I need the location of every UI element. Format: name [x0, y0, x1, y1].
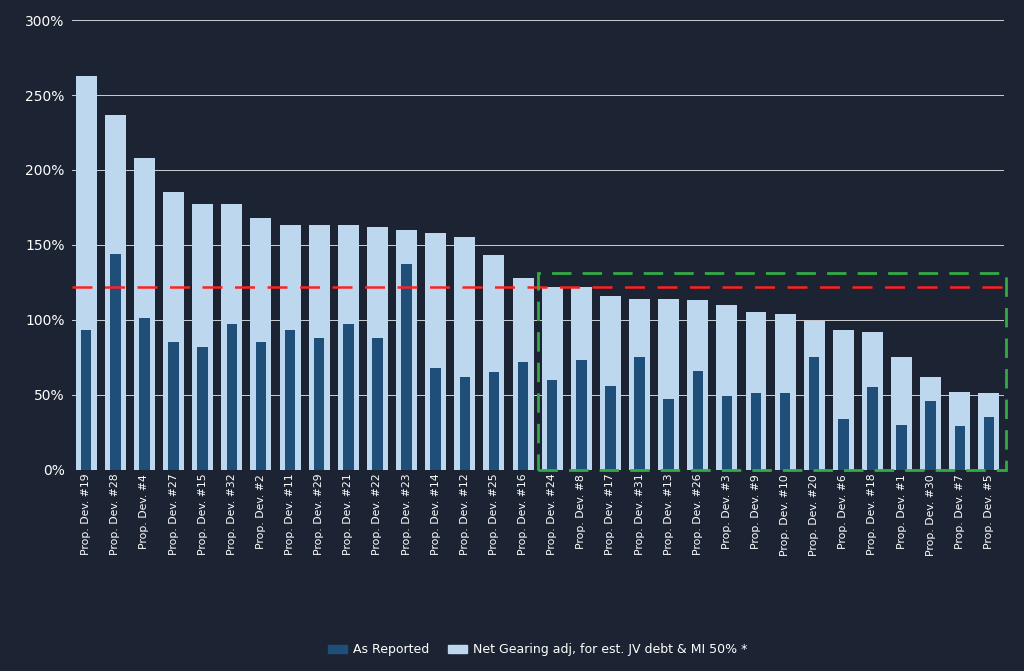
Bar [780, 393, 791, 470]
Bar [280, 225, 301, 470]
Bar [285, 330, 295, 470]
Bar [372, 338, 383, 470]
Bar [518, 362, 528, 470]
Bar [81, 330, 91, 470]
Bar [460, 377, 470, 470]
Bar [664, 399, 674, 470]
Bar [921, 377, 941, 470]
Bar [104, 115, 126, 470]
Bar [774, 314, 796, 470]
Bar [658, 299, 679, 470]
Bar [867, 387, 878, 470]
Bar [198, 347, 208, 470]
Legend: As Reported, Net Gearing adj, for est. JV debt & MI 50% *: As Reported, Net Gearing adj, for est. J… [323, 638, 753, 661]
Bar [629, 299, 650, 470]
Bar [751, 393, 761, 470]
Bar [396, 230, 417, 470]
Bar [76, 76, 96, 470]
Bar [809, 357, 819, 470]
Bar [488, 372, 499, 470]
Bar [308, 225, 330, 470]
Bar [163, 193, 184, 470]
Bar [430, 368, 441, 470]
Bar [833, 330, 854, 470]
Bar [226, 324, 238, 470]
Bar [251, 218, 271, 470]
Bar [139, 318, 150, 470]
Bar [111, 254, 121, 470]
Bar [745, 313, 767, 470]
Bar [425, 233, 446, 470]
Bar [168, 342, 179, 470]
Bar [896, 425, 907, 470]
Bar [634, 357, 645, 470]
Bar [687, 301, 709, 470]
Bar [891, 357, 912, 470]
Bar [692, 371, 703, 470]
Bar [804, 321, 824, 470]
Bar [570, 287, 592, 470]
Bar [483, 256, 505, 470]
Bar [722, 397, 732, 470]
Bar [862, 332, 883, 470]
Bar [134, 158, 155, 470]
Bar [401, 264, 412, 470]
Bar [547, 380, 557, 470]
Bar [314, 338, 325, 470]
Bar [954, 426, 965, 470]
Bar [984, 417, 994, 470]
Bar [221, 205, 243, 470]
Bar [455, 238, 475, 470]
Bar [979, 393, 999, 470]
Bar [338, 225, 358, 470]
Bar [949, 392, 971, 470]
Bar [256, 342, 266, 470]
Bar [513, 278, 534, 470]
Bar [577, 360, 587, 470]
Bar [926, 401, 936, 470]
Bar [605, 386, 615, 470]
Bar [838, 419, 849, 470]
Bar [542, 287, 562, 470]
Bar [343, 324, 353, 470]
Bar [717, 305, 737, 470]
Bar [600, 296, 621, 470]
Bar [367, 227, 388, 470]
Bar [193, 205, 213, 470]
